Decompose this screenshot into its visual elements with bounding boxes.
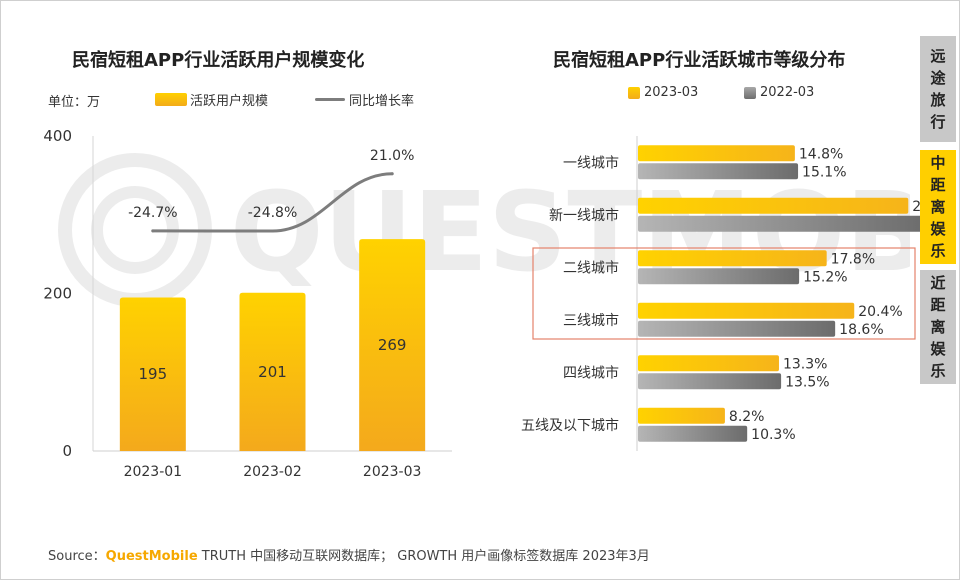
legend-bar-swatch [155,93,187,106]
bar-2023-03-label: 14.8% [799,146,843,162]
legend-line-label: 同比增长率 [349,94,415,109]
legend-2023-03: 2023-03 [628,85,698,100]
unit-label: 单位：万 [48,95,101,110]
legend-active-users: 活跃用户规模 [155,90,268,109]
bar-2023-03 [638,197,909,214]
growth-rate-line [151,172,394,233]
side-tab-mid-distance[interactable]: 中距离娱乐 [920,150,956,264]
bar-2022-03-label: 15.1% [802,164,846,180]
source-brand: QuestMobile [105,549,198,564]
source-note: Source：QuestMobile TRUTH 中国移动互联网数据库； GRO… [48,545,650,564]
x-tick-label: 2023-01 [124,464,183,480]
side-tab-short-distance-label: 近距离娱乐 [930,274,946,380]
bar-2022-03-label: 18.6% [839,322,883,338]
legend-2023-label: 2023-03 [644,85,699,100]
bar-2022-03-label: 13.5% [785,374,829,390]
bar-2023-03 [638,355,779,372]
bar-active-users [239,292,306,451]
bar-active-users [359,239,426,451]
category-label: 一线城市 [563,154,619,171]
x-tick-label: 2023-02 [243,464,302,480]
legend-2022-03: 2022-03 [744,85,814,100]
legend-2023-swatch [628,86,640,99]
growth-rate-label: 21.0% [370,148,414,164]
bar-2023-03 [638,302,855,319]
bar-value-label: 269 [378,336,407,354]
bar-2023-03-label: 25.5% [912,199,920,215]
bar-2022-03-label: 10.3% [751,427,795,443]
x-tick-label: 2023-03 [363,464,422,480]
source-prefix: Source： [48,549,106,564]
side-tab-mid-distance-label: 中距离娱乐 [930,154,946,260]
side-tab-long-trip[interactable]: 远途旅行 [920,36,956,142]
bar-2023-03-label: 20.4% [858,304,902,320]
growth-rate-point [271,229,274,233]
bar-2023-03-label: 17.8% [831,251,875,267]
bar-2022-03 [638,320,836,337]
y-tick-label: 400 [43,127,72,145]
legend-2022-label: 2022-03 [760,85,815,100]
bar-2022-03-label: 15.2% [803,269,847,285]
category-label: 三线城市 [563,312,619,329]
source-rest: TRUTH 中国移动互联网数据库； GROWTH 用户画像标签数据库 2023年… [197,549,650,564]
side-tab-long-trip-label: 远途旅行 [930,47,946,131]
category-label: 二线城市 [563,259,619,276]
bar-2023-03 [638,145,795,162]
bar-2022-03 [638,215,920,232]
bar-2023-03-label: 13.3% [783,356,827,372]
legend-bar-label: 活跃用户规模 [190,94,269,109]
bar-2022-03 [638,163,799,180]
category-label: 五线及以下城市 [521,417,619,434]
growth-rate-point [390,172,394,176]
category-label: 四线城市 [563,364,619,381]
highlight-box [532,247,916,340]
legend-line-swatch [315,98,345,101]
left-chart-title: 民宿短租APP行业活跃用户规模变化 [72,50,365,71]
bar-2022-03 [638,373,782,390]
bar-2023-03 [638,250,827,267]
bar-active-users [119,297,186,451]
legend-2022-swatch [744,86,756,99]
bar-value-label: 195 [139,365,168,383]
bar-value-label: 201 [258,363,287,381]
bar-2022-03 [638,425,748,442]
left-bar-line-chart: 0 200 400 2023-01 2023-02 2023-03 195 201 269 -… [43,127,452,480]
growth-rate-point [151,229,155,233]
y-tick-label: 200 [43,285,72,303]
legend-growth-rate: 同比增长率 [315,90,414,109]
right-chart-title: 民宿短租APP行业活跃城市等级分布 [553,50,846,71]
bar-2022-03 [638,268,800,285]
bar-2023-03 [638,407,725,424]
growth-rate-label: -24.7% [128,205,178,221]
y-tick-label: 0 [62,442,72,460]
bar-2023-03-label: 8.2% [729,409,765,425]
side-tab-short-distance[interactable]: 近距离娱乐 [920,270,956,384]
category-label: 新一线城市 [549,207,619,224]
growth-rate-label: -24.8% [248,205,298,221]
